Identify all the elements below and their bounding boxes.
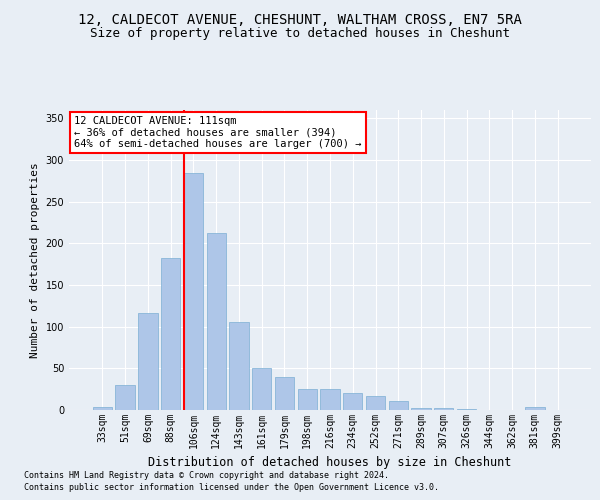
Bar xyxy=(457,409,476,410)
Bar xyxy=(93,406,112,410)
Bar xyxy=(525,406,545,410)
Text: 12 CALDECOT AVENUE: 111sqm
← 36% of detached houses are smaller (394)
64% of sem: 12 CALDECOT AVENUE: 111sqm ← 36% of deta… xyxy=(74,116,362,149)
Bar xyxy=(298,389,317,410)
Bar xyxy=(206,234,226,410)
Bar xyxy=(343,392,362,410)
Bar xyxy=(184,172,203,410)
Bar xyxy=(389,401,408,410)
X-axis label: Distribution of detached houses by size in Cheshunt: Distribution of detached houses by size … xyxy=(148,456,512,469)
Text: Size of property relative to detached houses in Cheshunt: Size of property relative to detached ho… xyxy=(90,28,510,40)
Y-axis label: Number of detached properties: Number of detached properties xyxy=(30,162,40,358)
Bar xyxy=(229,322,248,410)
Bar xyxy=(275,376,294,410)
Bar xyxy=(434,408,454,410)
Text: Contains public sector information licensed under the Open Government Licence v3: Contains public sector information licen… xyxy=(24,483,439,492)
Bar xyxy=(412,408,431,410)
Text: Contains HM Land Registry data © Crown copyright and database right 2024.: Contains HM Land Registry data © Crown c… xyxy=(24,470,389,480)
Bar xyxy=(320,389,340,410)
Bar xyxy=(366,396,385,410)
Text: 12, CALDECOT AVENUE, CHESHUNT, WALTHAM CROSS, EN7 5RA: 12, CALDECOT AVENUE, CHESHUNT, WALTHAM C… xyxy=(78,12,522,26)
Bar xyxy=(138,312,158,410)
Bar xyxy=(252,368,271,410)
Bar xyxy=(115,385,135,410)
Bar xyxy=(161,258,181,410)
